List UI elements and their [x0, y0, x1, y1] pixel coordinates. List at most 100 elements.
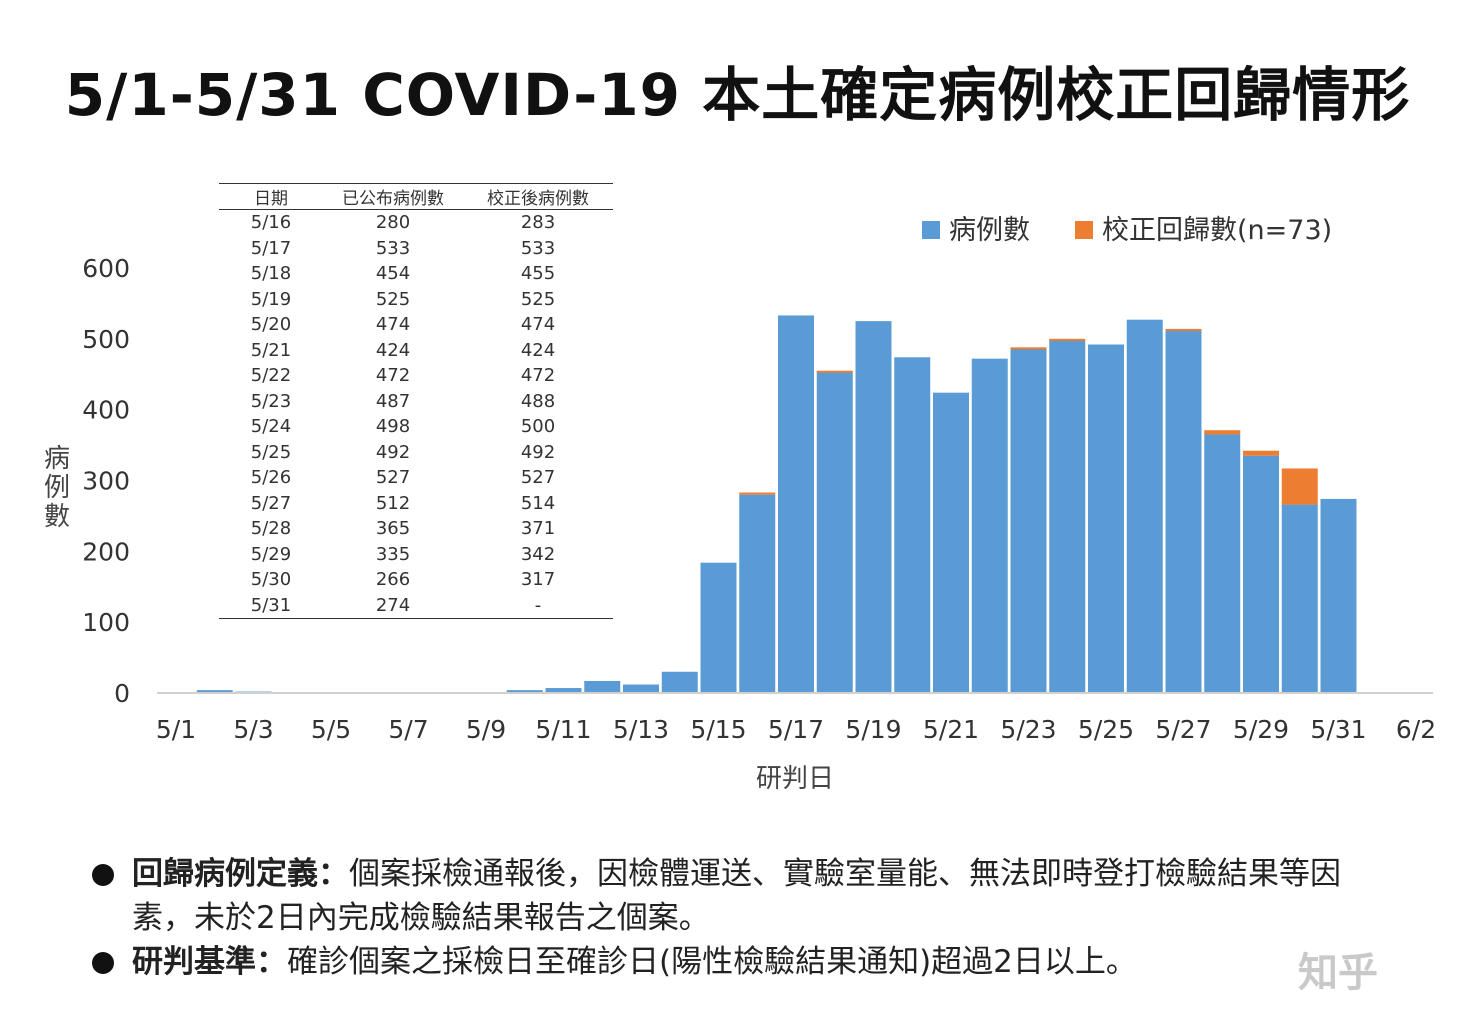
table-cell-corrected: 342 — [520, 543, 556, 565]
table-cell-corrected: 317 — [520, 569, 556, 591]
table-cell-date: 5/17 — [250, 237, 292, 259]
bar-correction — [1165, 328, 1202, 331]
bar-cases — [623, 684, 659, 693]
bar-cases — [661, 671, 698, 693]
table-cell-corrected: 371 — [520, 518, 556, 540]
y-tick-label: 400 — [82, 396, 130, 425]
table-row: 5/29 335 342 — [219, 542, 613, 568]
notes: 回歸病例定義：個案採檢通報後，因檢體運送、實驗室量能、無法即時登打檢驗結果等因素… — [92, 852, 1382, 984]
note-text: 確診個案之採檢日至確診日(陽性檢驗結果通知)超過2日以上。 — [287, 944, 1137, 980]
table-cell-date: 5/26 — [250, 467, 292, 489]
table-row: 5/28 365 371 — [219, 516, 613, 542]
chart-title: 5/1-5/31 COVID-19 本土確定病例校正回歸情形 — [64, 61, 1411, 129]
bars — [196, 315, 1357, 693]
bar-cases — [971, 358, 1008, 693]
table-cell-published: 454 — [375, 263, 411, 285]
y-tick-label: 500 — [82, 325, 130, 354]
legend: 病例數 校正回歸數(n=73) — [922, 215, 1332, 246]
table-cell-published: 492 — [375, 441, 411, 463]
note-criteria: 研判基準：確診個案之採檢日至確診日(陽性檢驗結果通知)超過2日以上。 — [92, 940, 1382, 984]
legend-label: 病例數 — [949, 215, 1030, 246]
x-tick-label: 5/27 — [1155, 715, 1211, 744]
table-cell-published: 266 — [375, 569, 411, 591]
table-cell-corrected: 488 — [520, 390, 556, 412]
bar-cases — [1010, 348, 1047, 693]
table-cell-corrected: 474 — [520, 314, 556, 336]
x-tick-label: 5/21 — [923, 715, 979, 744]
x-tick-label: 5/17 — [768, 715, 824, 744]
table-cell-corrected: 500 — [520, 416, 556, 438]
table-row: 5/27 512 514 — [219, 491, 613, 517]
bar-cases — [584, 680, 621, 693]
table-cell-date: 5/24 — [250, 416, 292, 438]
x-tick-label: 5/13 — [613, 715, 669, 744]
bar-cases — [739, 494, 776, 693]
table-cell-published: 533 — [375, 237, 411, 259]
x-tick-label: 5/7 — [388, 715, 428, 744]
bar-cases — [1088, 344, 1124, 693]
table-header-published: 已公布病例數 — [323, 183, 463, 210]
table-cell-date: 5/23 — [250, 390, 292, 412]
legend-label: 校正回歸數(n=73) — [1102, 215, 1332, 246]
y-axis-ticks: 0 100 200 300 400 500 600 — [82, 254, 130, 708]
x-axis-ticks: 5/1 5/3 5/5 5/7 5/9 5/11 5/13 5/15 5/17 5/19 5/21 5… — [156, 715, 1436, 744]
bar-correction — [1049, 338, 1086, 341]
table-cell-published: 424 — [375, 339, 411, 361]
table-cell-date: 5/25 — [250, 441, 292, 463]
x-tick-label: 5/1 — [156, 715, 196, 744]
table-header-row: 日期 已公布病例數 校正後病例數 — [219, 183, 613, 210]
table-cell-corrected: 455 — [520, 263, 556, 285]
table-row: 5/23 487 488 — [219, 389, 613, 415]
table-row: 5/31 274- — [219, 592, 613, 619]
bar-cases — [700, 562, 737, 693]
table-cell-corrected: 424 — [520, 339, 556, 361]
table-header-corrected: 校正後病例數 — [463, 183, 613, 210]
bullet-icon — [92, 864, 114, 886]
table-cell-date: 5/28 — [250, 518, 292, 540]
y-tick-label: 0 — [114, 679, 130, 708]
bar-cases — [196, 690, 233, 693]
legend-swatch — [922, 221, 940, 239]
x-tick-label: 5/25 — [1078, 715, 1134, 744]
bar-correction — [1204, 430, 1241, 435]
table-row: 5/17 533 533 — [219, 236, 613, 262]
y-tick-label: 600 — [82, 254, 130, 283]
table-cell-published: 274 — [323, 592, 463, 619]
bar-cases — [1126, 319, 1163, 693]
table-row: 5/18 454 455 — [219, 261, 613, 287]
table-cell-date: 5/30 — [250, 569, 292, 591]
bar-cases — [1320, 498, 1357, 693]
x-tick-label: 6/2 — [1396, 715, 1436, 744]
table-cell-date: 5/16 — [250, 212, 292, 234]
bar-cases — [1049, 340, 1086, 693]
table-cell-date: 5/18 — [250, 263, 292, 285]
table-cell-published: 498 — [375, 416, 411, 438]
bar-cases — [506, 690, 543, 693]
x-axis-label: 研判日 — [756, 764, 834, 794]
x-tick-label: 5/15 — [690, 715, 746, 744]
x-tick-label: 5/9 — [466, 715, 506, 744]
bullet-icon — [92, 952, 114, 974]
bar-cases — [1165, 330, 1202, 693]
table-row: 5/16 280 283 — [219, 210, 613, 236]
table-cell-corrected: 525 — [520, 288, 556, 310]
table-row: 5/21 424 424 — [219, 338, 613, 364]
y-axis-label: 病例數 — [44, 444, 70, 532]
bar-cases — [1243, 455, 1279, 693]
note-term: 回歸病例定義： — [132, 856, 349, 892]
table-row: 5/20 474 474 — [219, 312, 613, 338]
table-body: 5/16 280 283 5/17 533 533 5/18 454 455 5/19 525 525… — [219, 210, 613, 619]
bar-correction — [1281, 468, 1318, 505]
x-tick-label: 5/19 — [845, 715, 901, 744]
y-tick-label: 100 — [82, 608, 130, 637]
table-cell-date: 5/19 — [250, 288, 292, 310]
legend-swatch — [1075, 221, 1093, 239]
table-row: 5/24 498 500 — [219, 414, 613, 440]
table-cell-published: 525 — [375, 288, 411, 310]
y-tick-label: 300 — [82, 467, 130, 496]
table-row: 5/22 472 472 — [219, 363, 613, 389]
x-tick-label: 5/23 — [1000, 715, 1056, 744]
table-cell-corrected: - — [463, 592, 613, 619]
x-tick-label: 5/5 — [311, 715, 351, 744]
